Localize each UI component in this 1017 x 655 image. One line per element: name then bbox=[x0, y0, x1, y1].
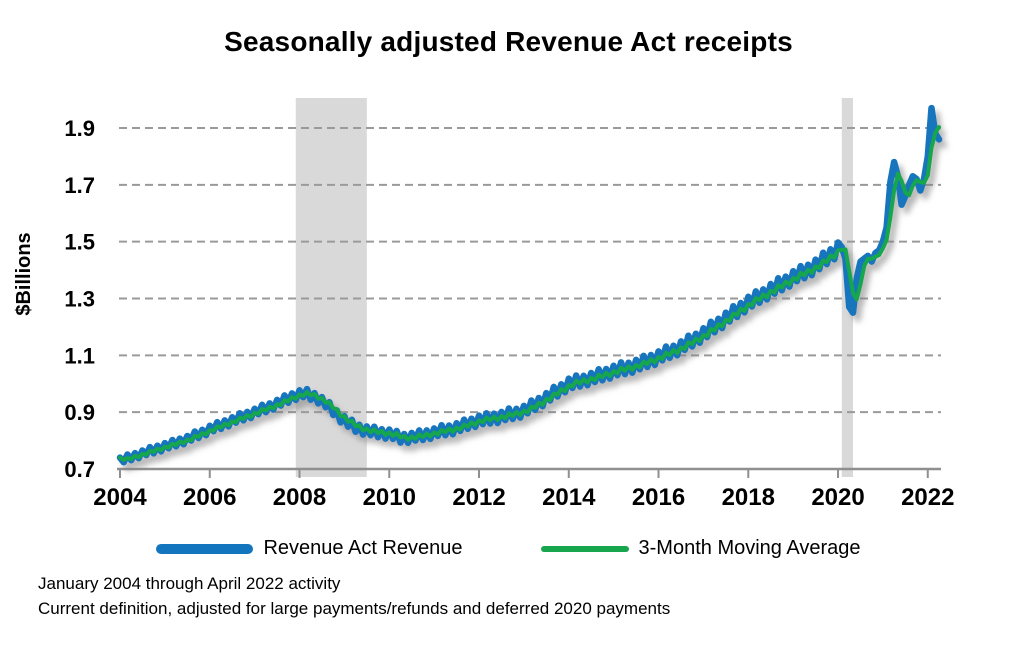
axis bbox=[117, 467, 941, 478]
chart-svg: 0.70.91.11.31.51.71.9 2004 2006 2008 2010 20… bbox=[13, 98, 954, 511]
footnote-definition: Current definition, adjusted for large p… bbox=[38, 599, 671, 618]
x-tick-label: 2022 bbox=[901, 484, 954, 511]
y-tick-labels: 0.7 0.9 1.1 1.3 1.5 1.7 1.9 bbox=[64, 116, 95, 482]
legend-item-revenue: Revenue Act Revenue bbox=[156, 537, 463, 560]
legend: Revenue Act Revenue 3-Month Moving Avera… bbox=[0, 537, 1017, 560]
recession-band bbox=[295, 98, 367, 477]
series-lines bbox=[116, 104, 943, 466]
footnote-period: January 2004 through April 2022 activity bbox=[38, 574, 341, 593]
legend-label-revenue: Revenue Act Revenue bbox=[263, 537, 463, 559]
x-tick-label: 2010 bbox=[363, 484, 416, 511]
revenue-line-swatch bbox=[156, 543, 254, 554]
x-tick-label: 2014 bbox=[542, 484, 596, 511]
y-axis-title: $Billions bbox=[13, 232, 35, 315]
y-tick-label: 0.7 bbox=[64, 457, 95, 482]
legend-label-moving-average: 3-Month Moving Average bbox=[638, 537, 861, 559]
x-tick-labels: 2004 2006 2008 2010 2012 2014 2016 2018 2020 2022 bbox=[93, 484, 954, 511]
y-tick-label: 1.7 bbox=[64, 173, 95, 198]
x-tick-label: 2018 bbox=[722, 484, 775, 511]
x-tick-label: 2008 bbox=[273, 484, 326, 511]
y-tick-label: 0.9 bbox=[64, 400, 95, 425]
y-tick-label: 1.1 bbox=[64, 343, 95, 368]
y-tick-label: 1.5 bbox=[64, 230, 95, 255]
footnotes: January 2004 through April 2022 activity… bbox=[38, 571, 670, 621]
x-tick-label: 2020 bbox=[811, 484, 864, 511]
x-tick-label: 2012 bbox=[452, 484, 505, 511]
x-tick-label: 2016 bbox=[632, 484, 685, 511]
moving-average-swatch bbox=[540, 545, 629, 552]
moving-average-line bbox=[118, 125, 941, 462]
x-tick-label: 2006 bbox=[183, 484, 236, 511]
x-tick-label: 2004 bbox=[93, 484, 147, 511]
chart-title: Seasonally adjusted Revenue Act receipts bbox=[224, 26, 793, 57]
y-tick-label: 1.3 bbox=[64, 287, 95, 312]
y-tick-label: 1.9 bbox=[64, 116, 95, 141]
legend-item-moving-average: 3-Month Moving Average bbox=[540, 537, 861, 560]
